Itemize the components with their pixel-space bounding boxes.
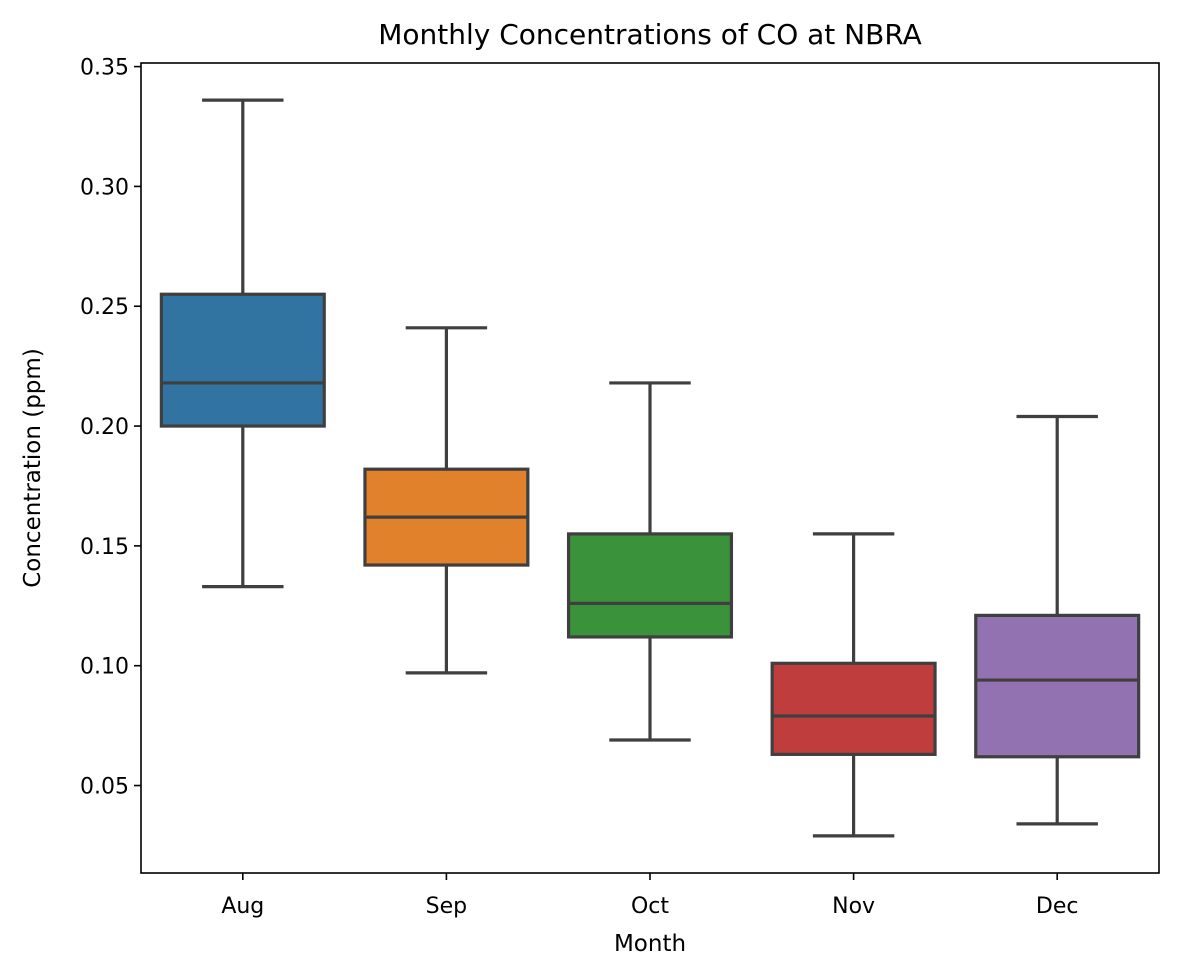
box-sep [363,326,530,675]
y-tick-label: 0.10 [80,655,129,680]
box-nov [770,532,937,838]
box-aug [159,98,326,589]
y-tick-label: 0.30 [80,175,129,200]
y-tick-label: 0.25 [80,295,129,320]
y-tick-label: 0.05 [80,775,129,800]
x-axis: Aug Sep Oct Nov Dec [221,873,1078,919]
y-axis-label: Concentration (ppm) [20,348,46,588]
box-body [566,532,734,639]
box-dec [974,414,1141,826]
y-tick-label: 0.15 [80,535,129,560]
x-tick-label: Dec [1036,894,1079,919]
x-tick-label: Sep [426,894,467,919]
chart-title: Monthly Concentrations of CO at NBRA [378,18,922,51]
y-axis: 0.05 0.10 0.15 0.20 0.25 0.30 0.35 [80,56,141,800]
x-tick-label: Nov [832,894,875,919]
plot-area [159,98,1141,838]
box-body [770,661,937,756]
x-tick-label: Aug [221,894,264,919]
y-tick-label: 0.20 [80,415,129,440]
box-body [974,613,1141,759]
x-tick-label: Oct [631,894,669,919]
box-body [159,292,326,428]
y-tick-label: 0.35 [80,56,129,81]
x-axis-label: Month [614,931,686,957]
box-oct [566,381,734,742]
